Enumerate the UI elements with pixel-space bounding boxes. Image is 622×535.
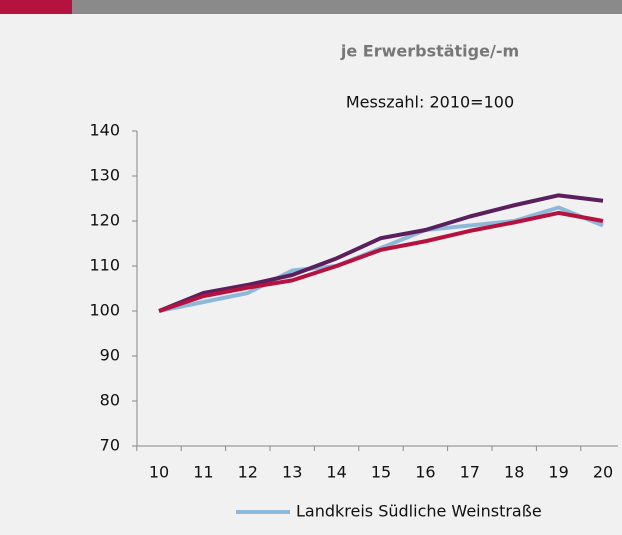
x-tick-label: 15 [371,463,391,482]
top-bar [0,0,622,14]
x-tick-label: 10 [149,463,169,482]
y-tick-label: 110 [89,256,120,275]
x-tick-label: 12 [238,463,258,482]
x-tick-label: 17 [460,463,480,482]
x-tick-label: 16 [415,463,435,482]
x-tick-label: 19 [548,463,568,482]
y-tick-label: 90 [100,346,120,365]
chart-title: je Erwerbstätige/-m [340,42,519,61]
series-line [158,210,604,313]
y-tick-label: 120 [89,211,120,230]
legend-label: Landkreis Südliche Weinstraße [296,502,542,521]
x-tick-label: 13 [282,463,302,482]
y-tick-label: 100 [89,301,120,320]
y-tick-label: 70 [100,436,120,455]
y-tick-label: 130 [89,166,120,185]
y-tick-label: 140 [89,121,120,140]
y-tick-label: 80 [100,391,120,410]
x-tick-label: 11 [193,463,213,482]
chart-subtitle: Messzahl: 2010=100 [346,93,514,112]
x-tick-label: 20 [593,463,613,482]
top-accent [0,0,72,14]
series-line [158,193,604,313]
x-tick-label: 18 [504,463,524,482]
x-tick-label: 14 [326,463,346,482]
